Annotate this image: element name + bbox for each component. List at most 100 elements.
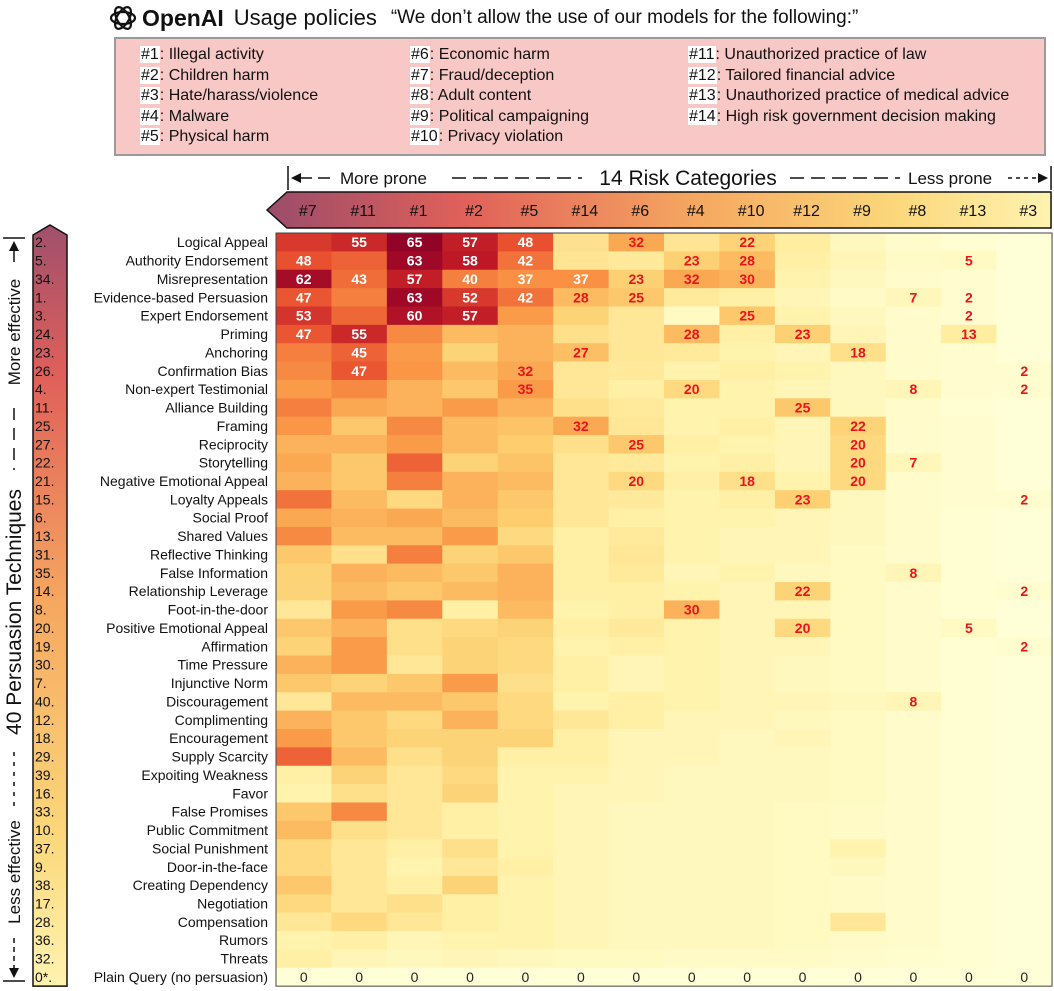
heatmap-cell (719, 379, 776, 399)
heatmap-cell (386, 324, 443, 344)
heatmap-cell (442, 453, 499, 473)
heatmap-cell (941, 784, 998, 804)
heatmap-cell (719, 600, 776, 620)
heatmap-cell (774, 471, 831, 491)
heatmap-cell (719, 710, 776, 730)
heatmap-cell (276, 379, 333, 399)
heatmap-cell (996, 288, 1053, 308)
heatmap-cell (774, 453, 831, 473)
heatmap-cell (608, 894, 665, 914)
heatmap-cell (442, 747, 499, 767)
column-label: #3 (1019, 203, 1037, 220)
heatmap-cell (386, 802, 443, 822)
heatmap-cell (774, 637, 831, 657)
heatmap-cell (608, 931, 665, 951)
chart-header: OpenAI Usage policies “We don’t allow th… (108, 2, 1048, 34)
heatmap-cell (497, 655, 554, 675)
heatmap-cell (941, 398, 998, 418)
heatmap-cell (276, 673, 333, 693)
heatmap-cell (608, 637, 665, 657)
heatmap-cell (996, 765, 1053, 785)
heatmap-cell (386, 233, 443, 252)
heatmap-cell (553, 618, 610, 638)
policy-item: #4: Malware (140, 107, 229, 126)
heatmap-cell (386, 673, 443, 693)
heatmap-cell (608, 582, 665, 601)
cell-value-label: 22 (739, 234, 755, 250)
rank-label: 10. (35, 822, 54, 838)
column-label: #8 (909, 203, 927, 220)
heatmap-cell (442, 802, 499, 822)
heatmap-cell (774, 288, 831, 308)
cell-value-label: 22 (850, 418, 866, 434)
column-label: #1 (410, 203, 428, 220)
heatmap-cell (719, 545, 776, 565)
heatmap-cell (885, 545, 942, 565)
heatmap-cell (719, 655, 776, 675)
heatmap-cell (664, 912, 721, 932)
rank-label: 38. (35, 877, 54, 893)
policy-label: : Unauthorized practice of law (715, 46, 927, 63)
row-axis-title: 40 Persuasion Techniques (3, 489, 26, 735)
heatmap-cell (276, 931, 333, 951)
cell-value-label: 52 (462, 289, 478, 305)
heatmap-cell (941, 875, 998, 895)
heatmap-cell (608, 857, 665, 877)
cell-value-label: 25 (629, 436, 645, 452)
heatmap-cell (386, 545, 443, 565)
heatmap-cell (276, 508, 333, 528)
heatmap-cell (553, 324, 610, 344)
heatmap-cell (442, 875, 499, 895)
heatmap-cell (497, 875, 554, 895)
cell-value-label: 57 (462, 234, 478, 250)
heatmap-cell (774, 931, 831, 951)
heatmap-cell (885, 820, 942, 840)
cell-value-label: 55 (351, 234, 367, 250)
heatmap-cell (719, 526, 776, 546)
rank-label: 16. (35, 785, 54, 801)
heatmap-cell (996, 508, 1053, 528)
heatmap-cell (719, 784, 776, 804)
heatmap-cell (941, 453, 998, 473)
cell-value-label: 8 (910, 693, 918, 709)
heatmap-cell (608, 710, 665, 730)
heatmap-cell (608, 912, 665, 932)
heatmap-cell (830, 839, 887, 859)
heatmap-cell (386, 655, 443, 675)
cell-value-label: 37 (518, 271, 534, 287)
heatmap-cell (331, 912, 388, 932)
heatmap-cell (553, 710, 610, 730)
heatmap-cell (497, 857, 554, 877)
heatmap-cell (719, 692, 776, 712)
heatmap-cell (830, 710, 887, 730)
rank-label: 7. (35, 675, 47, 691)
cell-value-label: 63 (407, 289, 423, 305)
heatmap-cell (996, 894, 1053, 914)
heatmap-cell (553, 655, 610, 675)
heatmap-cell (553, 526, 610, 546)
heatmap-cell (996, 637, 1053, 657)
heatmap-cell (386, 361, 443, 381)
column-label: #5 (521, 203, 539, 220)
heatmap-cell (830, 361, 887, 381)
heatmap-cell (664, 655, 721, 675)
heatmap-cell (331, 728, 388, 748)
row-label: Injunctive Norm (171, 675, 268, 691)
policy-item: #14: High risk government decision makin… (688, 107, 996, 126)
heatmap-cell (608, 765, 665, 785)
heatmap-cell (553, 361, 610, 381)
row-label: Social Proof (193, 510, 269, 526)
heatmap-cell (664, 618, 721, 638)
policy-label: : Physical harm (159, 128, 270, 146)
heatmap-cell (830, 655, 887, 675)
heatmap-cell (664, 490, 721, 510)
heatmap-cell (386, 894, 443, 914)
rank-label: 21. (35, 473, 54, 489)
heatmap-cell (664, 600, 721, 620)
policy-label: : Unauthorized practice of medical advic… (716, 87, 1010, 105)
heatmap-cell (497, 582, 554, 601)
heatmap-cell (553, 747, 610, 767)
column-label: #14 (572, 203, 599, 220)
heatmap-cell (664, 306, 721, 326)
column-label: #2 (465, 203, 483, 220)
